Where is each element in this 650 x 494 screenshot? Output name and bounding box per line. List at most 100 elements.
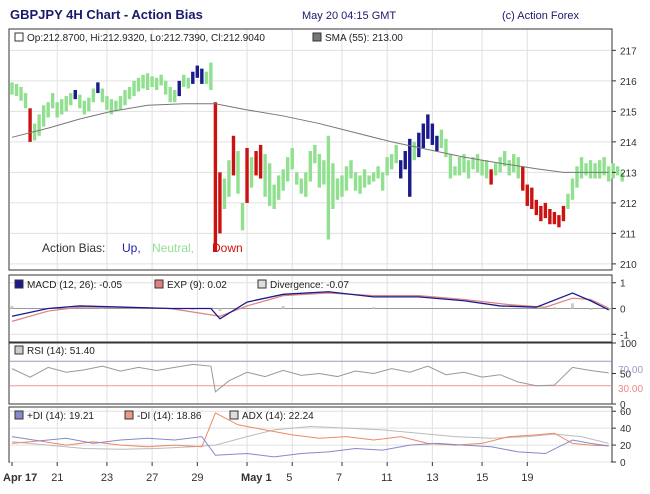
price-bar xyxy=(173,90,177,103)
price-bar xyxy=(579,157,584,179)
price-bar xyxy=(412,141,416,161)
price-bar xyxy=(69,93,73,106)
macd-legend-swatch xyxy=(14,279,24,289)
price-bar xyxy=(195,65,200,78)
macd-lines xyxy=(10,291,611,322)
price-bar xyxy=(154,77,159,91)
price-bar xyxy=(100,88,105,103)
price-bar xyxy=(23,93,28,109)
price-panel-frame xyxy=(8,28,613,271)
price-bar xyxy=(186,77,190,89)
axis-labels: 210211212213214215216217-101050100020406… xyxy=(3,46,637,484)
price-bar xyxy=(493,163,498,176)
price-bar xyxy=(539,205,543,222)
x-tick-label: 27 xyxy=(146,472,158,484)
macd-main-line xyxy=(11,291,609,320)
price-bar xyxy=(597,160,602,179)
dmi-lines xyxy=(11,412,609,458)
price-bar xyxy=(240,202,245,231)
price-bar xyxy=(78,94,82,109)
price-bar xyxy=(267,163,272,206)
bias-legend-up: Up, xyxy=(122,241,141,255)
price-bar xyxy=(304,172,308,197)
price-bar xyxy=(426,114,430,139)
price-bar xyxy=(525,184,529,206)
ohlc-legend-text: Op:212.8700, Hi:212.9320, Lo:212.7390, C… xyxy=(27,33,265,44)
price-bar xyxy=(118,96,123,110)
price-bar xyxy=(55,102,59,118)
price-bar xyxy=(448,154,453,179)
y-tick-label: 212 xyxy=(620,199,637,210)
price-bar xyxy=(588,160,593,179)
price-bar xyxy=(132,80,136,97)
bias-legend-prefix: Action Bias: xyxy=(42,241,105,255)
price-bar xyxy=(620,172,624,182)
price-bar xyxy=(421,123,426,148)
price-bar xyxy=(521,166,525,191)
price-bar xyxy=(489,169,493,185)
adx-series-line xyxy=(11,425,609,450)
price-bar xyxy=(204,71,209,84)
y-tick-label: 214 xyxy=(620,138,637,149)
divergence-legend-text: Divergence: -0.07 xyxy=(270,280,349,291)
price-bar xyxy=(182,74,186,87)
x-tick-label: 11 xyxy=(381,472,392,484)
price-bar xyxy=(222,178,227,209)
x-tick-label: 23 xyxy=(101,472,113,484)
price-bar xyxy=(73,90,77,100)
sma-legend-swatch xyxy=(312,32,322,42)
adx-legend-swatch xyxy=(229,410,239,420)
price-bar xyxy=(308,151,313,182)
sma-legend-text: SMA (55): 213.00 xyxy=(325,33,403,44)
price-bar xyxy=(453,166,457,176)
price-bar xyxy=(344,166,349,191)
x-tick-label: 13 xyxy=(426,472,438,484)
rsi-level-30-label: 30.00 xyxy=(618,384,643,395)
price-bar xyxy=(218,172,222,234)
price-bar xyxy=(209,62,213,91)
price-bar xyxy=(502,151,507,167)
plus-di-legend-swatch xyxy=(14,410,24,420)
price-bar xyxy=(258,144,263,179)
price-bar xyxy=(389,154,394,170)
price-bar xyxy=(593,163,597,179)
price-bar xyxy=(281,169,285,191)
y-tick-label: 40 xyxy=(620,424,632,435)
price-bar xyxy=(530,187,534,209)
price-bar xyxy=(615,166,620,176)
price-bar xyxy=(417,132,421,158)
y-tick-label: 0 xyxy=(620,305,626,316)
price-bar xyxy=(227,160,231,197)
price-bar xyxy=(127,86,132,100)
rsi-legend-text: RSI (14): 51.40 xyxy=(27,346,95,357)
price-bar xyxy=(177,80,181,97)
rsi-panel-frame xyxy=(8,342,613,405)
price-bar xyxy=(340,175,344,197)
price-bar xyxy=(41,105,46,127)
price-bar xyxy=(10,82,14,95)
minus-di-legend-text: -DI (14): 18.86 xyxy=(137,411,202,422)
minus-di-legend-swatch xyxy=(124,410,134,420)
price-bar xyxy=(213,102,218,252)
x-tick-label: 19 xyxy=(521,472,533,484)
price-bar xyxy=(313,144,317,164)
x-tick-label: May 1 xyxy=(241,472,272,484)
price-bar xyxy=(37,114,41,136)
price-bar xyxy=(367,175,371,185)
price-bar xyxy=(299,178,303,194)
price-bar xyxy=(516,157,520,179)
x-tick-label: 5 xyxy=(286,472,292,484)
price-bar xyxy=(317,154,322,188)
price-bar xyxy=(548,208,552,225)
x-tick-label: 7 xyxy=(336,472,342,484)
price-bar xyxy=(272,184,276,209)
price-bar xyxy=(561,205,566,222)
price-bar xyxy=(159,74,163,86)
price-bar xyxy=(114,100,118,112)
price-bar xyxy=(141,74,145,89)
price-bar xyxy=(399,160,403,179)
price-bar xyxy=(507,160,511,176)
price-bar xyxy=(295,172,299,185)
price-bar xyxy=(512,154,516,173)
